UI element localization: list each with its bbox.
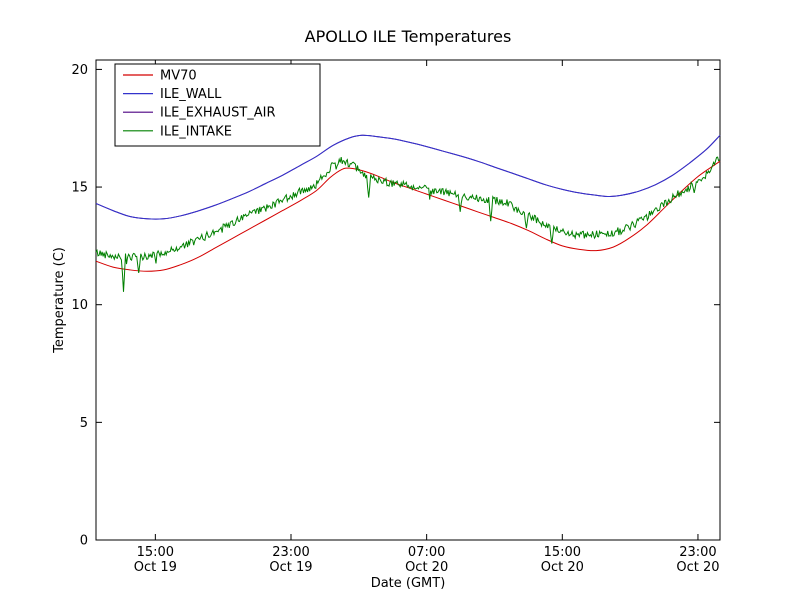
series-line-ile_intake <box>95 156 720 292</box>
x-axis-label: Date (GMT) <box>371 576 446 591</box>
x-tick-time-label: 15:00 <box>137 545 174 560</box>
chart-title: APOLLO ILE Temperatures <box>305 27 512 46</box>
y-tick-label: 15 <box>71 181 88 196</box>
x-tick-time-label: 23:00 <box>272 545 309 560</box>
x-tick-date-label: Oct 20 <box>676 560 719 575</box>
legend-label-ile_exhaust_air: ILE_EXHAUST_AIR <box>160 106 276 121</box>
x-tick-time-label: 07:00 <box>408 545 445 560</box>
legend-label-mv70: MV70 <box>160 69 197 84</box>
series-line-ile_exhaust_air <box>95 134 721 220</box>
y-tick-label: 0 <box>80 534 88 549</box>
legend-label-ile_wall: ILE_WALL <box>160 87 222 102</box>
x-tick-date-label: Oct 19 <box>134 560 177 575</box>
series-line-ile_wall <box>95 134 721 220</box>
x-tick-date-label: Oct 20 <box>405 560 448 575</box>
y-axis-label: Temperature (C) <box>52 247 67 354</box>
plot-frame <box>95 59 721 541</box>
series-lines <box>95 134 721 292</box>
y-tick-label: 10 <box>71 298 88 313</box>
x-tick-time-label: 23:00 <box>679 545 716 560</box>
x-tick-date-label: Oct 20 <box>541 560 584 575</box>
x-tick-date-label: Oct 19 <box>269 560 312 575</box>
x-tick-time-label: 15:00 <box>544 545 581 560</box>
legend-label-ile_intake: ILE_INTAKE <box>160 124 232 139</box>
y-tick-label: 20 <box>71 63 88 78</box>
legend-box <box>114 63 321 147</box>
series-line-mv70 <box>95 160 721 272</box>
y-tick-label: 5 <box>80 416 88 431</box>
legend: MV70 ILE_WALL ILE_EXHAUST_AIR ILE_INTAKE <box>114 63 321 147</box>
